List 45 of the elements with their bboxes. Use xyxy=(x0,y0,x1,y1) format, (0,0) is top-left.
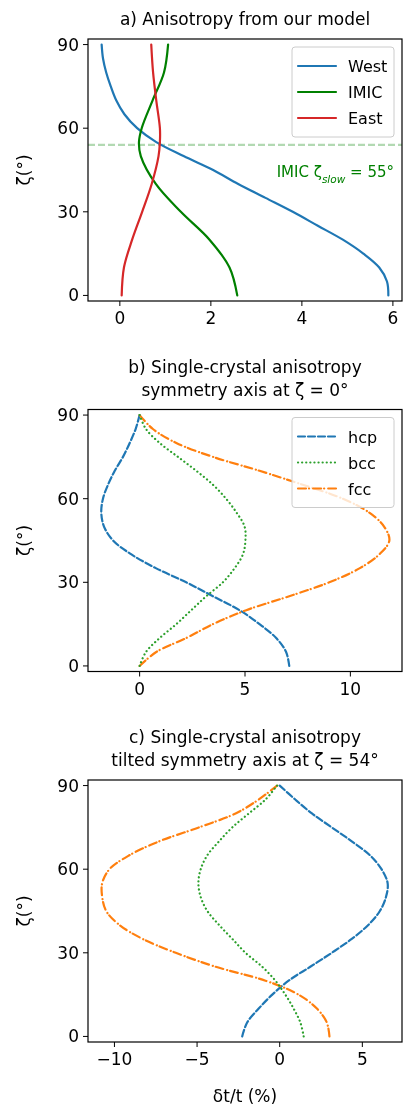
y-tick-label: 60 xyxy=(57,859,79,880)
x-tick-label: 0 xyxy=(274,1049,286,1069)
x-tick-label: 0 xyxy=(114,308,126,328)
x-tick-label: 4 xyxy=(296,308,308,328)
x-tick-label: 5 xyxy=(356,1049,368,1069)
x-tick-label: 2 xyxy=(205,308,217,328)
x-tick-label: 6 xyxy=(387,308,399,328)
chart-title: c) Single-crystal anisotropy tilted symmetry axis at ζ = 54° xyxy=(111,727,379,770)
y-tick-label: 90 xyxy=(57,34,79,55)
line-series xyxy=(138,413,247,668)
x-tick-label: 10 xyxy=(339,678,362,699)
y-tick-label: 60 xyxy=(57,488,79,509)
annotation: IMIC ζ$_{slow}$ = 55° xyxy=(276,162,394,185)
legend-label: West xyxy=(348,57,388,76)
y-tick-label: 30 xyxy=(57,572,79,593)
line-series xyxy=(100,784,331,1038)
y-axis-title: ζ(°) xyxy=(14,154,34,186)
y-axis-title: ζ(°) xyxy=(14,895,34,927)
legend-label: fcc xyxy=(348,479,372,499)
line-series xyxy=(197,784,305,1038)
legend-label: bcc xyxy=(348,453,376,473)
x-tick-label: 5 xyxy=(239,678,251,699)
line-series xyxy=(100,413,291,668)
chart-title: b) Single-crystal anisotropy symmetry axis at ζ = 0° xyxy=(128,356,362,400)
legend-label: IMIC xyxy=(348,83,383,102)
y-tick-label: 90 xyxy=(57,405,79,426)
x-tick-label: 0 xyxy=(134,678,146,699)
line-series xyxy=(120,43,162,297)
legend-label: hcp xyxy=(348,427,378,447)
y-tick-label: 0 xyxy=(68,655,79,676)
legend-label: East xyxy=(348,109,383,128)
x-axis-title: δt/t (%) xyxy=(212,1086,278,1106)
line-series xyxy=(241,784,389,1038)
line-series xyxy=(137,43,239,297)
y-tick-label: 90 xyxy=(57,775,79,796)
y-tick-label: 60 xyxy=(57,118,79,139)
y-tick-label: 0 xyxy=(68,285,79,306)
y-axis-title: ζ(°) xyxy=(14,524,34,557)
y-tick-label: 30 xyxy=(57,942,79,963)
y-tick-label: 0 xyxy=(68,1026,79,1047)
y-tick-label: 30 xyxy=(57,201,79,222)
line-series xyxy=(138,413,391,668)
x-tick-label: −10 xyxy=(96,1049,133,1069)
x-tick-label: −5 xyxy=(184,1049,210,1069)
chart-title: a) Anisotropy from our model xyxy=(119,9,371,29)
